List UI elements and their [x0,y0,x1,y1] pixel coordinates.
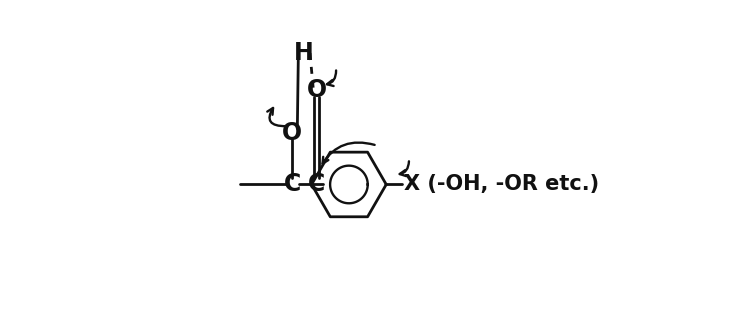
Text: O: O [306,79,327,102]
FancyArrowPatch shape [267,108,286,126]
FancyArrowPatch shape [400,161,409,176]
Text: O: O [282,120,302,145]
Text: C: C [284,173,300,196]
FancyArrowPatch shape [327,70,336,86]
Text: X (-OH, -OR etc.): X (-OH, -OR etc.) [404,175,599,194]
Text: H: H [294,41,313,65]
Text: C: C [308,173,325,196]
FancyArrowPatch shape [322,143,375,164]
